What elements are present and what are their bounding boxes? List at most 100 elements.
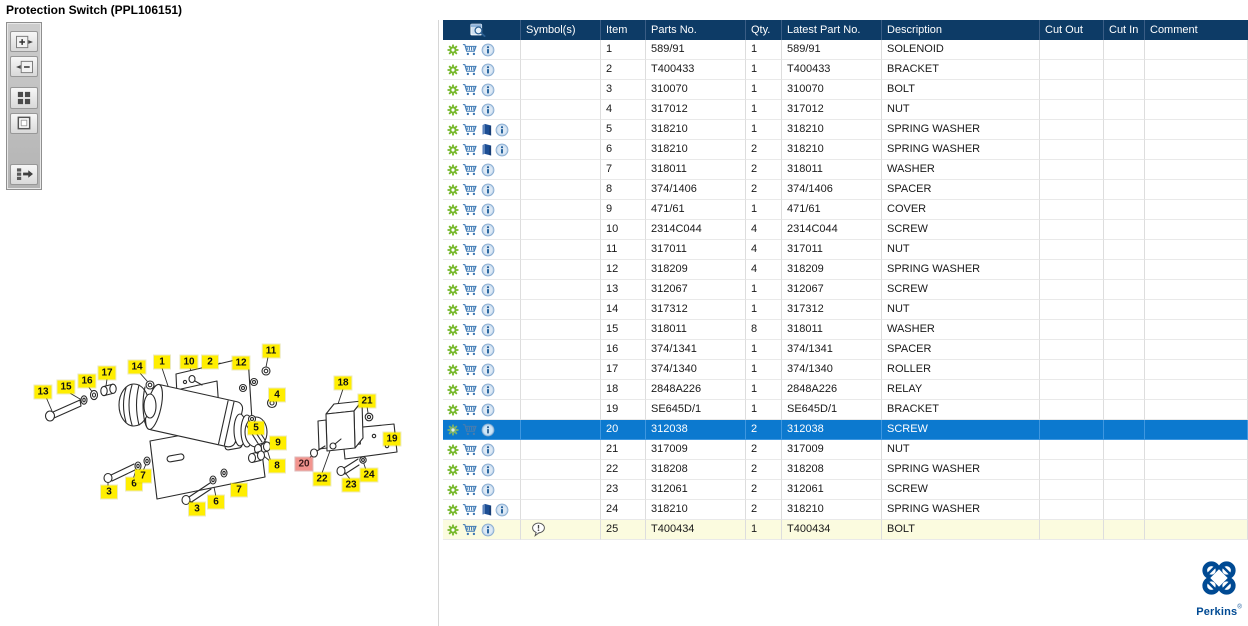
cart-icon[interactable] xyxy=(462,443,478,456)
info-icon[interactable] xyxy=(481,183,495,197)
parts-row-13[interactable]: 13 312067 1 312067 SCREW xyxy=(443,280,1248,300)
info-icon[interactable] xyxy=(481,363,495,377)
diagram-callout-8[interactable]: 8 xyxy=(269,459,285,473)
full-view-button[interactable] xyxy=(10,112,38,134)
cart-icon[interactable] xyxy=(462,83,478,96)
info-icon[interactable] xyxy=(481,223,495,237)
diagram-callout-22[interactable]: 22 xyxy=(313,472,331,486)
info-icon[interactable] xyxy=(481,483,495,497)
diagram-callout-23[interactable]: 23 xyxy=(342,478,360,492)
diagram-callout-24[interactable]: 24 xyxy=(360,468,378,482)
diagram-callout-13[interactable]: 13 xyxy=(34,385,52,399)
info-icon[interactable] xyxy=(481,463,495,477)
gear-icon[interactable] xyxy=(447,263,459,276)
cart-icon[interactable] xyxy=(462,223,478,236)
cart-icon[interactable] xyxy=(462,363,478,376)
parts-row-23[interactable]: 23 312061 2 312061 SCREW xyxy=(443,480,1248,500)
diagram-callout-10[interactable]: 10 xyxy=(180,355,198,369)
parts-row-9[interactable]: 9 471/61 1 471/61 COVER xyxy=(443,200,1248,220)
parts-row-21[interactable]: 21 317009 2 317009 NUT xyxy=(443,440,1248,460)
info-icon[interactable] xyxy=(495,503,509,517)
column-header-cut_in[interactable]: Cut In xyxy=(1104,20,1145,40)
info-icon[interactable] xyxy=(481,343,495,357)
cart-icon[interactable] xyxy=(462,523,478,536)
info-icon[interactable] xyxy=(481,203,495,217)
info-icon[interactable] xyxy=(481,263,495,277)
gear-icon[interactable] xyxy=(447,303,459,316)
parts-row-16[interactable]: 16 374/1341 1 374/1341 SPACER xyxy=(443,340,1248,360)
parts-row-8[interactable]: 8 374/1406 2 374/1406 SPACER xyxy=(443,180,1248,200)
info-icon[interactable] xyxy=(481,403,495,417)
gear-icon[interactable] xyxy=(447,343,459,356)
gear-icon[interactable] xyxy=(447,503,459,516)
gear-icon[interactable] xyxy=(447,163,459,176)
book-icon[interactable] xyxy=(481,143,492,156)
diagram-callout-18[interactable]: 18 xyxy=(334,376,352,390)
parts-row-4[interactable]: 4 317012 1 317012 NUT xyxy=(443,100,1248,120)
gear-icon[interactable] xyxy=(447,383,459,396)
parts-row-22[interactable]: 22 318208 2 318208 SPRING WASHER xyxy=(443,460,1248,480)
diagram-callout-1[interactable]: 1 xyxy=(154,355,170,369)
info-icon[interactable] xyxy=(481,303,495,317)
column-header-symbols[interactable]: Symbol(s) xyxy=(521,20,601,40)
cart-icon[interactable] xyxy=(462,323,478,336)
cart-icon[interactable] xyxy=(462,383,478,396)
cart-icon[interactable] xyxy=(462,463,478,476)
parts-row-25[interactable]: 25 T400434 1 T400434 BOLT xyxy=(443,520,1248,540)
diagram-callout-16[interactable]: 16 xyxy=(78,374,96,388)
gear-icon[interactable] xyxy=(447,123,459,136)
column-header-cut_out[interactable]: Cut Out xyxy=(1040,20,1104,40)
gear-icon[interactable] xyxy=(447,43,459,56)
column-header-parts_no[interactable]: Parts No. xyxy=(646,20,746,40)
book-icon[interactable] xyxy=(481,503,492,516)
parts-row-1[interactable]: 1 589/91 1 589/91 SOLENOID xyxy=(443,40,1248,60)
cart-icon[interactable] xyxy=(462,303,478,316)
gear-icon[interactable] xyxy=(447,283,459,296)
column-header-qty[interactable]: Qty. xyxy=(746,20,782,40)
parts-row-11[interactable]: 11 317011 4 317011 NUT xyxy=(443,240,1248,260)
diagram-callout-6[interactable]: 6 xyxy=(208,495,224,509)
thumbnail-view-button[interactable] xyxy=(10,87,38,109)
gear-icon[interactable] xyxy=(447,103,459,116)
column-header-comment[interactable]: Comment xyxy=(1150,24,1198,36)
parts-row-24[interactable]: 24 318210 2 318210 SPRING WASHER xyxy=(443,500,1248,520)
book-icon[interactable] xyxy=(481,123,492,136)
cart-icon[interactable] xyxy=(462,403,478,416)
gear-icon[interactable] xyxy=(447,443,459,456)
gear-icon[interactable] xyxy=(447,323,459,336)
info-icon[interactable] xyxy=(495,123,509,137)
info-icon[interactable] xyxy=(481,83,495,97)
info-icon[interactable] xyxy=(481,63,495,77)
gear-icon[interactable] xyxy=(447,223,459,236)
cart-icon[interactable] xyxy=(462,243,478,256)
diagram-callout-9[interactable]: 9 xyxy=(270,436,286,450)
parts-row-7[interactable]: 7 318011 2 318011 WASHER xyxy=(443,160,1248,180)
info-icon[interactable] xyxy=(495,143,509,157)
cart-icon[interactable] xyxy=(462,183,478,196)
zoom-out-button[interactable] xyxy=(10,56,38,78)
column-header-actions[interactable] xyxy=(443,20,521,40)
cart-icon[interactable] xyxy=(462,203,478,216)
diagram-callout-15[interactable]: 15 xyxy=(57,380,75,394)
parts-row-5[interactable]: 5 318210 1 318210 SPRING WASHER xyxy=(443,120,1248,140)
cart-icon[interactable] xyxy=(462,123,478,136)
diagram-callout-20[interactable]: 20 xyxy=(295,457,313,471)
note-balloon-icon[interactable] xyxy=(531,522,546,537)
info-icon[interactable] xyxy=(481,383,495,397)
cart-icon[interactable] xyxy=(462,283,478,296)
parts-row-2[interactable]: 2 T400433 1 T400433 BRACKET xyxy=(443,60,1248,80)
info-icon[interactable] xyxy=(481,443,495,457)
column-header-item[interactable]: Item xyxy=(601,20,646,40)
diagram-callout-19[interactable]: 19 xyxy=(383,432,401,446)
diagram-callout-17[interactable]: 17 xyxy=(98,366,116,380)
gear-icon[interactable] xyxy=(447,403,459,416)
info-icon[interactable] xyxy=(481,103,495,117)
column-header-description[interactable]: Description xyxy=(882,20,1040,40)
info-icon[interactable] xyxy=(481,523,495,537)
diagram-callout-4[interactable]: 4 xyxy=(269,388,285,402)
diagram-callout-5[interactable]: 5 xyxy=(248,421,264,435)
info-icon[interactable] xyxy=(481,423,495,437)
parts-row-18[interactable]: 18 2848A226 1 2848A226 RELAY xyxy=(443,380,1248,400)
column-header-latest_part_no[interactable]: Latest Part No. xyxy=(782,20,882,40)
parts-row-6[interactable]: 6 318210 2 318210 SPRING WASHER xyxy=(443,140,1248,160)
